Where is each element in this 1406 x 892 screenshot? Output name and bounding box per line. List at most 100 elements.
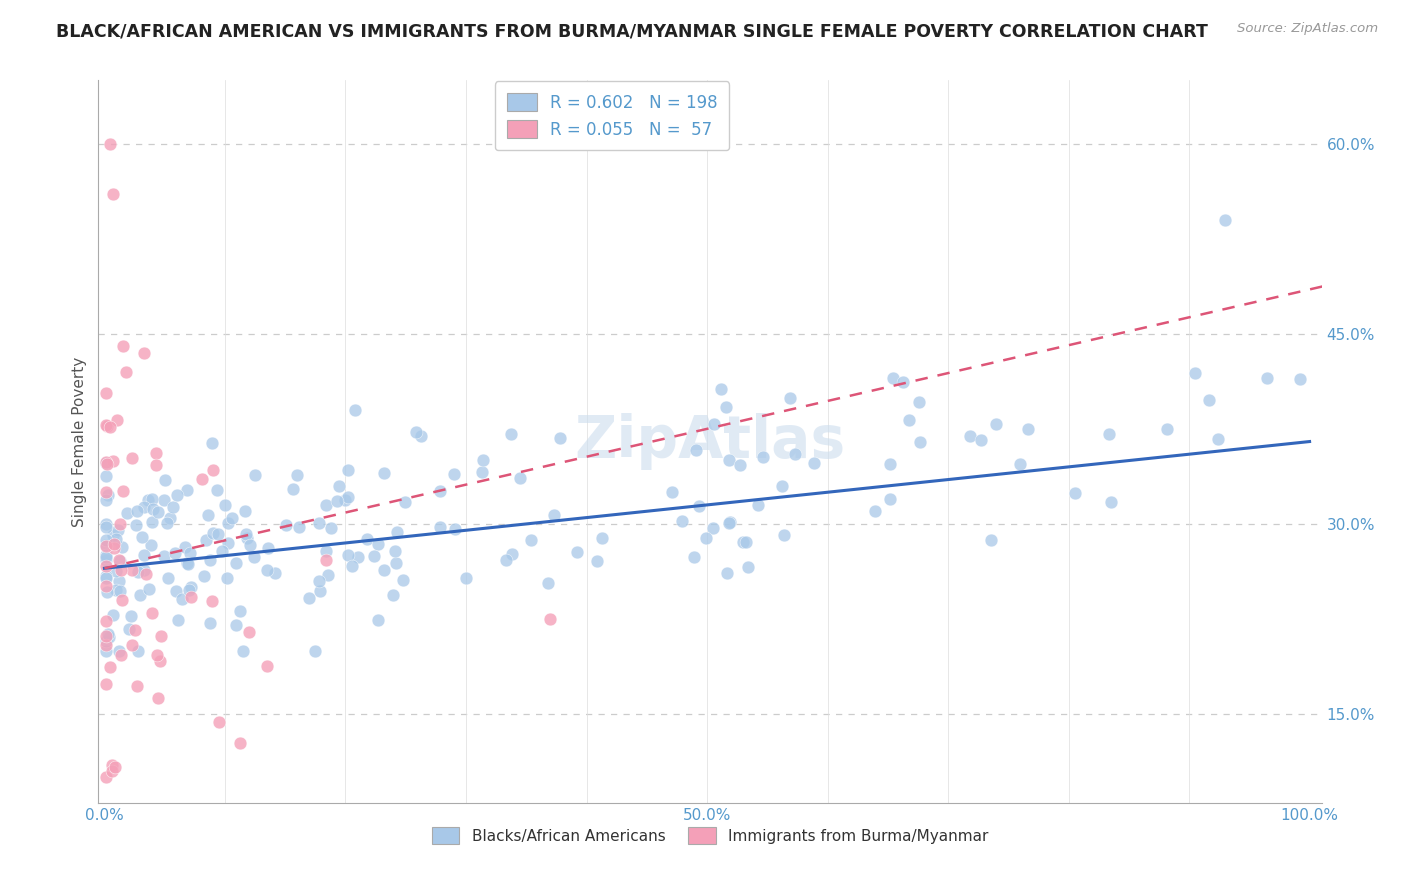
- Point: [1064, 486, 1087, 500]
- Point: [165, 546, 187, 560]
- Point: [959, 429, 981, 443]
- Point: [394, 495, 416, 509]
- Point: [105, 412, 128, 426]
- Point: [94, 638, 117, 652]
- Point: [156, 571, 179, 585]
- Point: [217, 516, 239, 530]
- Point: [897, 413, 920, 427]
- Point: [215, 571, 238, 585]
- Point: [710, 382, 733, 396]
- Point: [146, 648, 169, 663]
- Point: [385, 556, 408, 570]
- Point: [94, 538, 117, 552]
- Point: [101, 453, 124, 467]
- Point: [702, 521, 724, 535]
- Point: [94, 677, 117, 691]
- Point: [548, 431, 571, 445]
- Point: [156, 516, 179, 531]
- Point: [94, 456, 117, 470]
- Point: [444, 522, 467, 536]
- Point: [94, 550, 117, 565]
- Point: [315, 498, 337, 512]
- Point: [671, 515, 693, 529]
- Point: [94, 578, 117, 592]
- Point: [882, 371, 904, 385]
- Point: [308, 574, 330, 589]
- Point: [235, 526, 257, 541]
- Point: [336, 549, 359, 563]
- Point: [225, 556, 247, 570]
- Point: [111, 339, 134, 353]
- Point: [716, 566, 738, 581]
- Point: [367, 536, 389, 550]
- Point: [980, 533, 1002, 548]
- Point: [138, 582, 160, 597]
- Point: [336, 462, 359, 476]
- Point: [170, 591, 193, 606]
- Point: [285, 468, 308, 483]
- Point: [1184, 367, 1206, 381]
- Point: [98, 660, 121, 674]
- Point: [214, 499, 236, 513]
- Point: [454, 571, 477, 585]
- Point: [176, 558, 198, 572]
- Point: [176, 556, 198, 570]
- Point: [141, 606, 163, 620]
- Point: [94, 516, 117, 531]
- Point: [256, 658, 278, 673]
- Point: [328, 479, 350, 493]
- Point: [108, 583, 131, 598]
- Point: [198, 616, 221, 631]
- Point: [1256, 371, 1278, 385]
- Point: [97, 627, 120, 641]
- Point: [1198, 393, 1220, 408]
- Point: [103, 527, 125, 541]
- Point: [148, 690, 170, 705]
- Point: [1156, 422, 1178, 436]
- Point: [115, 365, 138, 379]
- Point: [205, 483, 228, 497]
- Point: [121, 450, 143, 465]
- Point: [149, 654, 172, 668]
- Point: [94, 571, 117, 585]
- Point: [103, 537, 125, 551]
- Point: [202, 525, 225, 540]
- Point: [145, 446, 167, 460]
- Point: [153, 473, 176, 487]
- Point: [391, 574, 413, 588]
- Point: [335, 492, 357, 507]
- Point: [543, 508, 565, 523]
- Point: [108, 553, 131, 567]
- Point: [287, 519, 309, 533]
- Point: [308, 584, 330, 599]
- Point: [94, 455, 117, 469]
- Point: [773, 528, 796, 542]
- Point: [429, 483, 451, 498]
- Point: [108, 643, 131, 657]
- Point: [537, 576, 560, 591]
- Point: [879, 458, 901, 472]
- Point: [367, 613, 389, 627]
- Point: [107, 574, 129, 588]
- Point: [145, 458, 167, 472]
- Point: [110, 563, 132, 577]
- Point: [105, 532, 128, 546]
- Point: [718, 516, 741, 530]
- Point: [94, 614, 117, 628]
- Point: [803, 456, 825, 470]
- Point: [152, 549, 174, 564]
- Point: [115, 506, 138, 520]
- Point: [879, 491, 901, 506]
- Point: [239, 538, 262, 552]
- Point: [211, 544, 233, 558]
- Point: [94, 629, 117, 643]
- Point: [94, 417, 117, 432]
- Point: [193, 569, 215, 583]
- Point: [405, 425, 427, 440]
- Point: [298, 591, 321, 605]
- Point: [124, 518, 146, 533]
- Point: [591, 531, 613, 545]
- Point: [225, 618, 247, 632]
- Point: [191, 472, 214, 486]
- Point: [340, 559, 363, 574]
